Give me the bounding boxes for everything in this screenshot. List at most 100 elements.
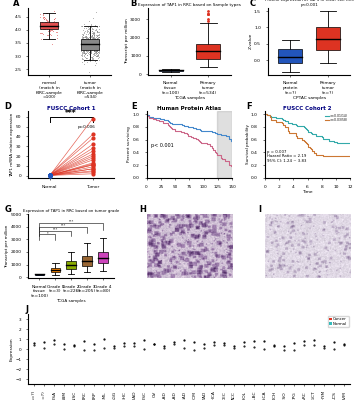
Bar: [82, 256, 92, 266]
Point: [96, 34, 102, 40]
Point: [97, 23, 102, 30]
Point: [96, 54, 101, 61]
Point: [47, 172, 53, 179]
Point: [86, 68, 92, 75]
Point: [82, 36, 87, 42]
Point: [80, 48, 86, 54]
Point: [49, 22, 55, 28]
Point: [82, 41, 88, 47]
Point: [83, 42, 89, 49]
>=0.03(58): [306, 142, 310, 147]
Point: [84, 37, 90, 43]
Point: [95, 38, 101, 45]
Point: [80, 38, 86, 45]
Point: [205, 10, 211, 17]
>=0.01(14): [282, 119, 287, 124]
Point: [87, 58, 93, 65]
Point: [85, 38, 91, 44]
Point: [40, 12, 46, 18]
Point: [93, 49, 99, 55]
>=0.03(58): [303, 139, 307, 144]
Point: [47, 172, 53, 178]
>=0.01(14): [295, 124, 299, 129]
Point: [41, 15, 46, 22]
Point: [83, 44, 89, 50]
>=0.01(14): [304, 126, 308, 131]
Point: [89, 38, 95, 45]
Point: [85, 45, 90, 52]
Y-axis label: Percent surviving: Percent surviving: [127, 126, 131, 162]
Point: [79, 37, 85, 44]
Point: [90, 168, 96, 174]
Point: [90, 41, 96, 48]
Point: [82, 40, 87, 47]
Point: [92, 62, 97, 68]
Point: [89, 42, 95, 48]
Point: [44, 32, 50, 39]
Point: [83, 48, 88, 55]
Point: [90, 40, 96, 46]
Point: [53, 25, 59, 32]
Point: [80, 56, 85, 62]
Point: [45, 20, 51, 26]
Point: [87, 44, 93, 50]
Point: [88, 24, 94, 30]
Bar: [67, 261, 76, 268]
Point: [92, 38, 98, 45]
Point: [46, 34, 52, 40]
Text: D: D: [4, 102, 11, 111]
Point: [83, 38, 89, 45]
Point: [89, 45, 95, 52]
Point: [82, 45, 88, 52]
Y-axis label: Transcript per million: Transcript per million: [125, 18, 129, 64]
Point: [79, 35, 85, 42]
Point: [81, 48, 86, 54]
Point: [96, 40, 102, 47]
Text: G: G: [4, 205, 11, 214]
Point: [95, 37, 101, 44]
Point: [90, 135, 96, 142]
Text: H: H: [140, 205, 147, 214]
Point: [81, 36, 86, 42]
>=0.01(14): [325, 137, 329, 142]
Point: [79, 51, 85, 57]
Point: [90, 131, 96, 138]
Point: [40, 10, 46, 17]
Text: I: I: [258, 205, 261, 214]
Point: [91, 41, 97, 48]
Point: [92, 48, 98, 54]
Point: [92, 34, 98, 41]
Point: [94, 50, 100, 56]
Point: [95, 35, 100, 42]
Point: [90, 151, 96, 157]
Legend: Cancer, Normal: Cancer, Normal: [328, 316, 349, 327]
Point: [205, 11, 211, 17]
Point: [84, 36, 90, 43]
Point: [96, 43, 101, 50]
Text: ***: ***: [61, 223, 66, 227]
Point: [54, 23, 59, 30]
Point: [82, 34, 88, 41]
Point: [95, 43, 101, 49]
Point: [90, 31, 95, 38]
Point: [86, 49, 92, 55]
Point: [52, 16, 57, 22]
Point: [85, 29, 90, 35]
Point: [95, 48, 100, 54]
Point: [44, 19, 49, 26]
>=0.01(14): [286, 120, 291, 125]
Point: [94, 37, 99, 43]
Point: [81, 58, 87, 64]
Bar: [217, 111, 232, 178]
Point: [84, 44, 90, 51]
Point: [85, 41, 91, 47]
Point: [82, 43, 88, 50]
Point: [91, 30, 96, 36]
Point: [95, 45, 100, 52]
Point: [38, 26, 44, 32]
Point: [47, 172, 53, 178]
Point: [87, 53, 93, 59]
Point: [90, 161, 96, 167]
Point: [90, 160, 96, 166]
Point: [82, 28, 88, 34]
